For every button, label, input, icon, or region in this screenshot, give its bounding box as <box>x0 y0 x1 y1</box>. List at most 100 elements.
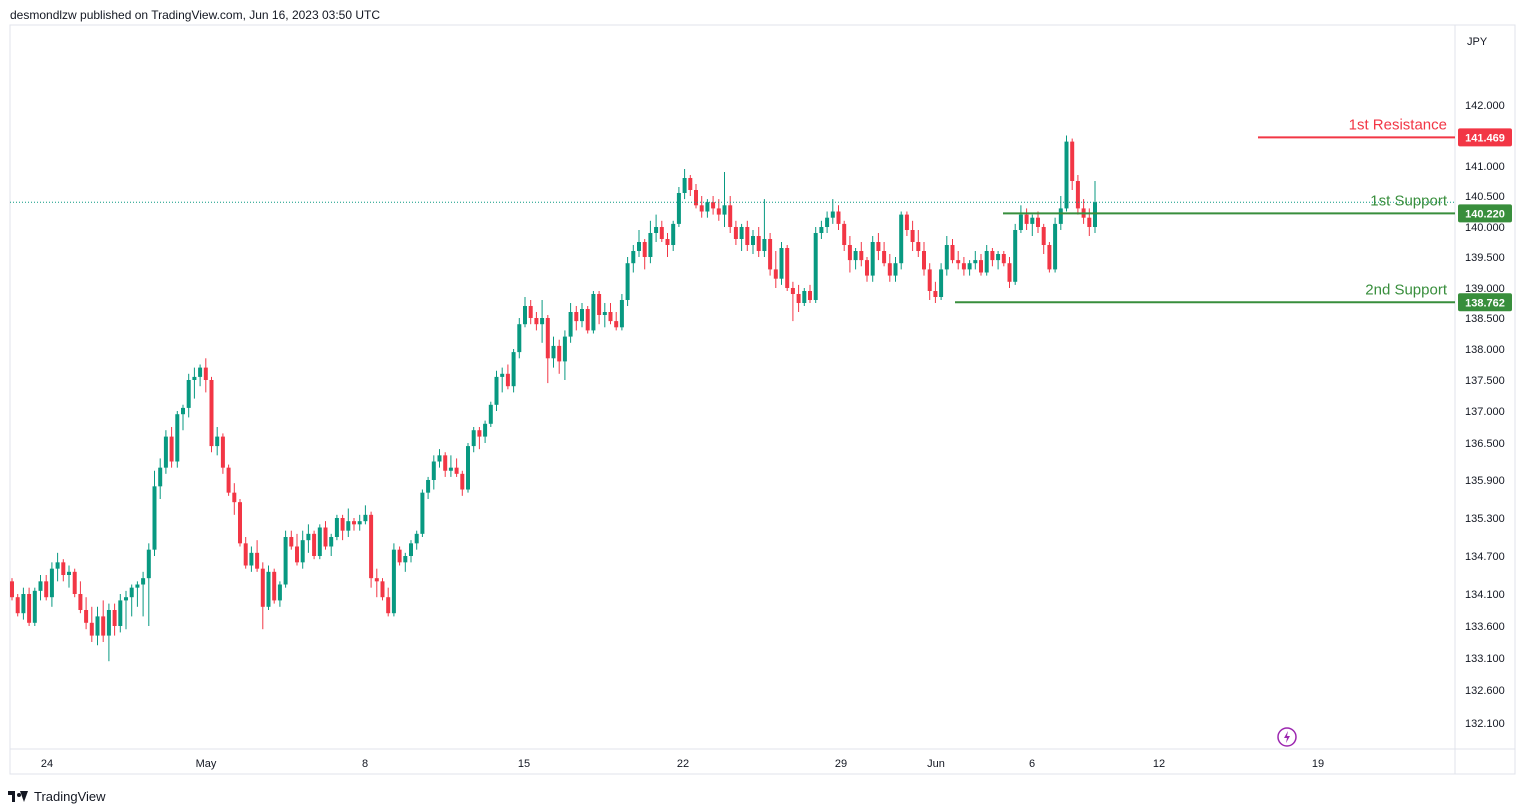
candle <box>380 578 385 601</box>
candle-body <box>927 269 932 291</box>
candle-body <box>1087 217 1092 227</box>
candle-body <box>973 260 978 264</box>
candle-body <box>266 571 271 607</box>
candle <box>283 530 288 588</box>
price-axis[interactable]: 142.000 141.000 140.500 140.000 139.500 139.0… <box>1465 100 1505 730</box>
candle <box>728 196 733 233</box>
candle-body <box>135 584 140 588</box>
level-name: 1st Resistance <box>1349 116 1447 133</box>
candle <box>357 514 362 531</box>
candle <box>813 227 818 303</box>
level-1st-resistance[interactable]: 1st Resistance 141.469 <box>1258 116 1512 147</box>
candle-body <box>448 467 453 471</box>
candle-body <box>283 537 288 585</box>
candle-body <box>528 306 533 318</box>
candle <box>1007 257 1012 288</box>
y-tick-label: 132.100 <box>1465 718 1505 730</box>
candle-body <box>608 312 613 322</box>
candle-body <box>306 533 311 541</box>
candle-body <box>141 578 146 585</box>
candle <box>944 236 949 276</box>
candle <box>671 220 676 251</box>
candle-body <box>38 581 43 591</box>
candle <box>790 281 795 322</box>
candle <box>1001 251 1006 267</box>
candle-body <box>882 251 887 264</box>
lightning-icon[interactable] <box>1277 727 1297 747</box>
candle <box>847 236 852 273</box>
candle <box>460 470 465 496</box>
candle <box>716 199 721 221</box>
candle <box>494 370 499 411</box>
candle <box>625 257 630 306</box>
candle-body <box>682 178 687 193</box>
candle-body <box>1001 254 1006 264</box>
level-name: 1st Support <box>1370 192 1448 209</box>
candle <box>528 300 533 325</box>
level-2nd-support[interactable]: 2nd Support 138.762 <box>955 281 1512 312</box>
candle-body <box>380 581 385 598</box>
candle-body <box>517 324 522 353</box>
candle <box>819 220 824 239</box>
candle-body <box>329 537 334 547</box>
candle-body <box>346 521 351 531</box>
candle-body <box>545 318 550 359</box>
y-tick-label: 134.100 <box>1465 589 1505 601</box>
candle <box>106 603 111 662</box>
y-tick-label: 137.500 <box>1465 375 1505 387</box>
level-1st-support[interactable]: 1st Support 140.220 <box>1003 192 1512 223</box>
candle <box>1093 181 1097 233</box>
candle-body <box>243 543 248 566</box>
candle <box>466 443 470 493</box>
candle-body <box>152 486 157 550</box>
candle <box>585 306 590 334</box>
candle-body <box>922 251 926 270</box>
candle <box>55 552 60 582</box>
candle <box>186 373 191 418</box>
candle <box>340 514 345 541</box>
candle <box>363 505 368 525</box>
candle <box>403 552 408 572</box>
candle <box>762 199 767 257</box>
candle-body <box>101 616 106 636</box>
candle <box>329 533 334 556</box>
y-tick-label: 135.300 <box>1465 513 1505 525</box>
candle-body <box>711 202 716 209</box>
candle-body <box>483 423 488 437</box>
candle <box>967 260 972 276</box>
candle-body <box>300 540 305 563</box>
candle <box>682 169 687 200</box>
candle-body <box>78 594 83 610</box>
y-tick-label: 137.000 <box>1465 406 1505 418</box>
candle-body <box>990 251 995 261</box>
candle <box>169 427 174 468</box>
candle-body <box>397 549 402 563</box>
time-axis[interactable]: 24 May 8 15 22 29 Jun 6 12 19 <box>41 758 1324 770</box>
candle-body <box>1075 181 1080 209</box>
y-tick-label: 133.600 <box>1465 621 1505 633</box>
candle-body <box>899 214 904 264</box>
candle <box>420 489 425 537</box>
y-tick-label: 142.000 <box>1465 100 1505 112</box>
chart-frame <box>9 24 1516 775</box>
y-tick-label: 138.500 <box>1465 313 1505 325</box>
candle <box>956 251 961 270</box>
candle-body <box>944 245 949 270</box>
candle <box>289 530 294 550</box>
candle <box>517 318 522 359</box>
candle <box>654 214 659 242</box>
candle-body <box>238 502 242 544</box>
candle-body <box>659 227 664 239</box>
candle <box>67 565 71 588</box>
candle <box>146 543 151 626</box>
candle-body <box>808 291 812 300</box>
candle <box>893 257 898 282</box>
candle <box>272 568 277 604</box>
x-tick-label: 8 <box>362 758 368 770</box>
candle-body <box>118 600 123 626</box>
candle <box>631 245 636 273</box>
candle <box>84 597 89 630</box>
candle-body <box>825 217 830 227</box>
candle-body <box>557 345 562 362</box>
